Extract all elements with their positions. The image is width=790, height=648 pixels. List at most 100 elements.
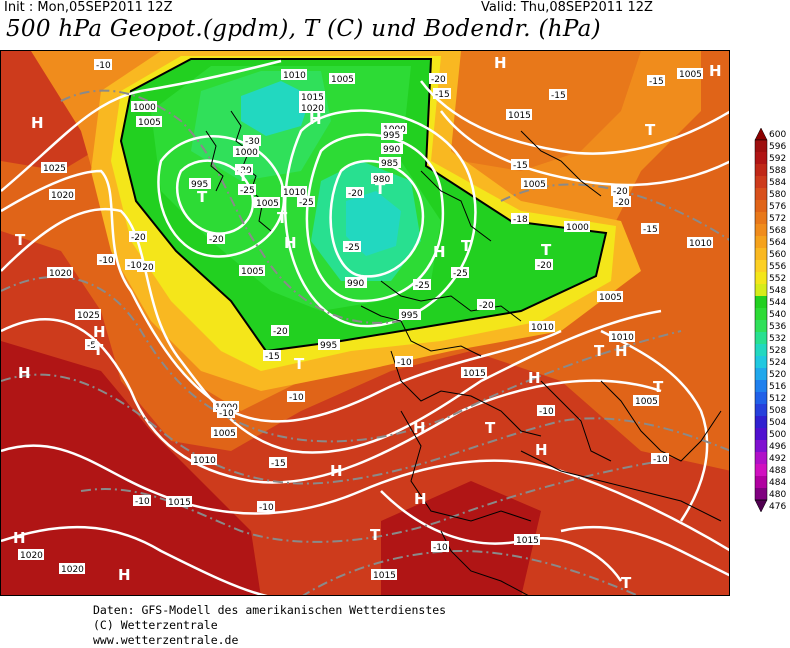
legend-swatch (755, 200, 767, 212)
high-marker: H (93, 323, 106, 341)
legend-label: 568 (769, 226, 787, 236)
svg-text:-10: -10 (99, 256, 114, 266)
low-marker: T (197, 188, 208, 206)
footer-copyright: (C) Wetterzentrale (93, 618, 218, 632)
legend-label: 556 (769, 262, 787, 272)
legend-label: 560 (769, 250, 787, 260)
legend-label: 480 (769, 490, 787, 500)
svg-text:-10: -10 (433, 543, 448, 553)
svg-text:-30: -30 (245, 137, 260, 147)
high-marker: H (413, 419, 426, 437)
svg-text:-20: -20 (537, 261, 552, 271)
legend-label: 552 (769, 274, 787, 284)
high-marker: H (414, 490, 427, 508)
legend-label: 564 (769, 238, 787, 248)
svg-text:-25: -25 (299, 198, 314, 208)
svg-text:-15: -15 (271, 459, 286, 469)
svg-text:-20: -20 (139, 263, 154, 273)
high-marker: H (31, 114, 44, 132)
legend-label: 488 (769, 466, 787, 476)
legend-label: 504 (769, 418, 787, 428)
svg-text:-15: -15 (435, 90, 450, 100)
footer-website[interactable]: www.wetterzentrale.de (93, 633, 239, 647)
legend-swatch (755, 140, 767, 152)
pressure-label: 1015 (514, 534, 540, 546)
legend-arrow-top (754, 128, 768, 141)
svg-text:1015: 1015 (168, 498, 191, 508)
low-marker: T (277, 209, 288, 227)
svg-text:-10: -10 (259, 503, 274, 513)
svg-text:1015: 1015 (463, 369, 486, 379)
svg-text:1005: 1005 (635, 397, 658, 407)
high-marker: H (615, 342, 628, 360)
temp-label: -10 (537, 405, 555, 417)
svg-text:1020: 1020 (301, 104, 324, 114)
temp-label: -20 (477, 299, 495, 311)
legend-label: 600 (769, 130, 787, 140)
low-marker: T (594, 342, 605, 360)
temp-labels: -10 -20 -25 -30 -25 -20 -25 -20 -20 -10 … (85, 59, 669, 553)
legend-label: 492 (769, 454, 787, 464)
svg-text:1005: 1005 (256, 199, 279, 209)
pressure-label: 1005 (677, 68, 703, 80)
dark-red-region-west (1, 341, 261, 595)
svg-text:-10: -10 (539, 407, 554, 417)
legend-swatch (755, 380, 767, 392)
cyan-core (346, 191, 401, 256)
legend-label: 540 (769, 310, 787, 320)
svg-text:990: 990 (383, 145, 400, 155)
svg-text:995: 995 (191, 180, 208, 190)
pressure-label: 1020 (47, 267, 73, 279)
svg-text:995: 995 (320, 341, 337, 351)
temp-label: -15 (269, 457, 287, 469)
legend-swatch (755, 488, 767, 500)
pressure-centers: H T H H T H H T T T H H T H T T T H T H … (13, 54, 722, 592)
high-marker: H (309, 110, 322, 128)
legend-label: 596 (769, 142, 787, 152)
low-marker: T (653, 378, 664, 396)
pressure-label-text: 1010 (283, 71, 306, 81)
svg-text:-15: -15 (513, 161, 528, 171)
svg-text:-15: -15 (649, 77, 664, 87)
legend-label: 532 (769, 334, 787, 344)
legend-swatch (755, 212, 767, 224)
pressure-label: 1000 (564, 221, 590, 233)
pressure-label: 1010 (529, 321, 555, 333)
low-marker: T (370, 526, 381, 544)
legend-swatch (755, 236, 767, 248)
pressure-label: 1010 (191, 454, 217, 466)
svg-text:-10: -10 (219, 409, 234, 419)
temp-label: -20 (535, 259, 553, 271)
pressure-labels: 1010 1005 1015 1020 1000 1005 1000 995 9… (18, 68, 713, 581)
low-marker: T (15, 231, 26, 249)
pressure-label: 1005 (521, 178, 547, 190)
low-marker: T (375, 180, 386, 198)
svg-text:-18: -18 (513, 215, 528, 225)
legend-label: 512 (769, 394, 787, 404)
svg-text:985: 985 (381, 159, 398, 169)
map-title: 500 hPa Geopot.(gpdm), T (C) und Bodendr… (6, 16, 601, 42)
low-marker: T (541, 241, 552, 259)
valid-time: Valid: Thu,08SEP2011 12Z (481, 0, 653, 15)
svg-text:1010: 1010 (531, 323, 554, 333)
legend-swatch (755, 224, 767, 236)
temp-label: -20 (346, 187, 364, 199)
legend-label: 496 (769, 442, 787, 452)
svg-text:1015: 1015 (516, 536, 539, 546)
temp-label: -15 (511, 159, 529, 171)
pressure-label: 1015 (461, 367, 487, 379)
svg-text:-20: -20 (237, 166, 252, 176)
pressure-label: 1025 (41, 162, 67, 174)
svg-text:-20: -20 (479, 301, 494, 311)
temp-label: -25 (343, 241, 361, 253)
low-marker: T (645, 121, 656, 139)
legend-swatch (755, 296, 767, 308)
pressure-label: 1020 (49, 189, 75, 201)
high-marker: H (535, 441, 548, 459)
legend-swatch (755, 464, 767, 476)
low-marker: T (461, 237, 472, 255)
weather-map[interactable]: 1010 1005 1015 1020 1000 1005 1000 995 9… (0, 50, 730, 596)
pressure-label: 1010 (281, 186, 307, 198)
temp-label: -20 (613, 196, 631, 208)
legend-swatch (755, 164, 767, 176)
